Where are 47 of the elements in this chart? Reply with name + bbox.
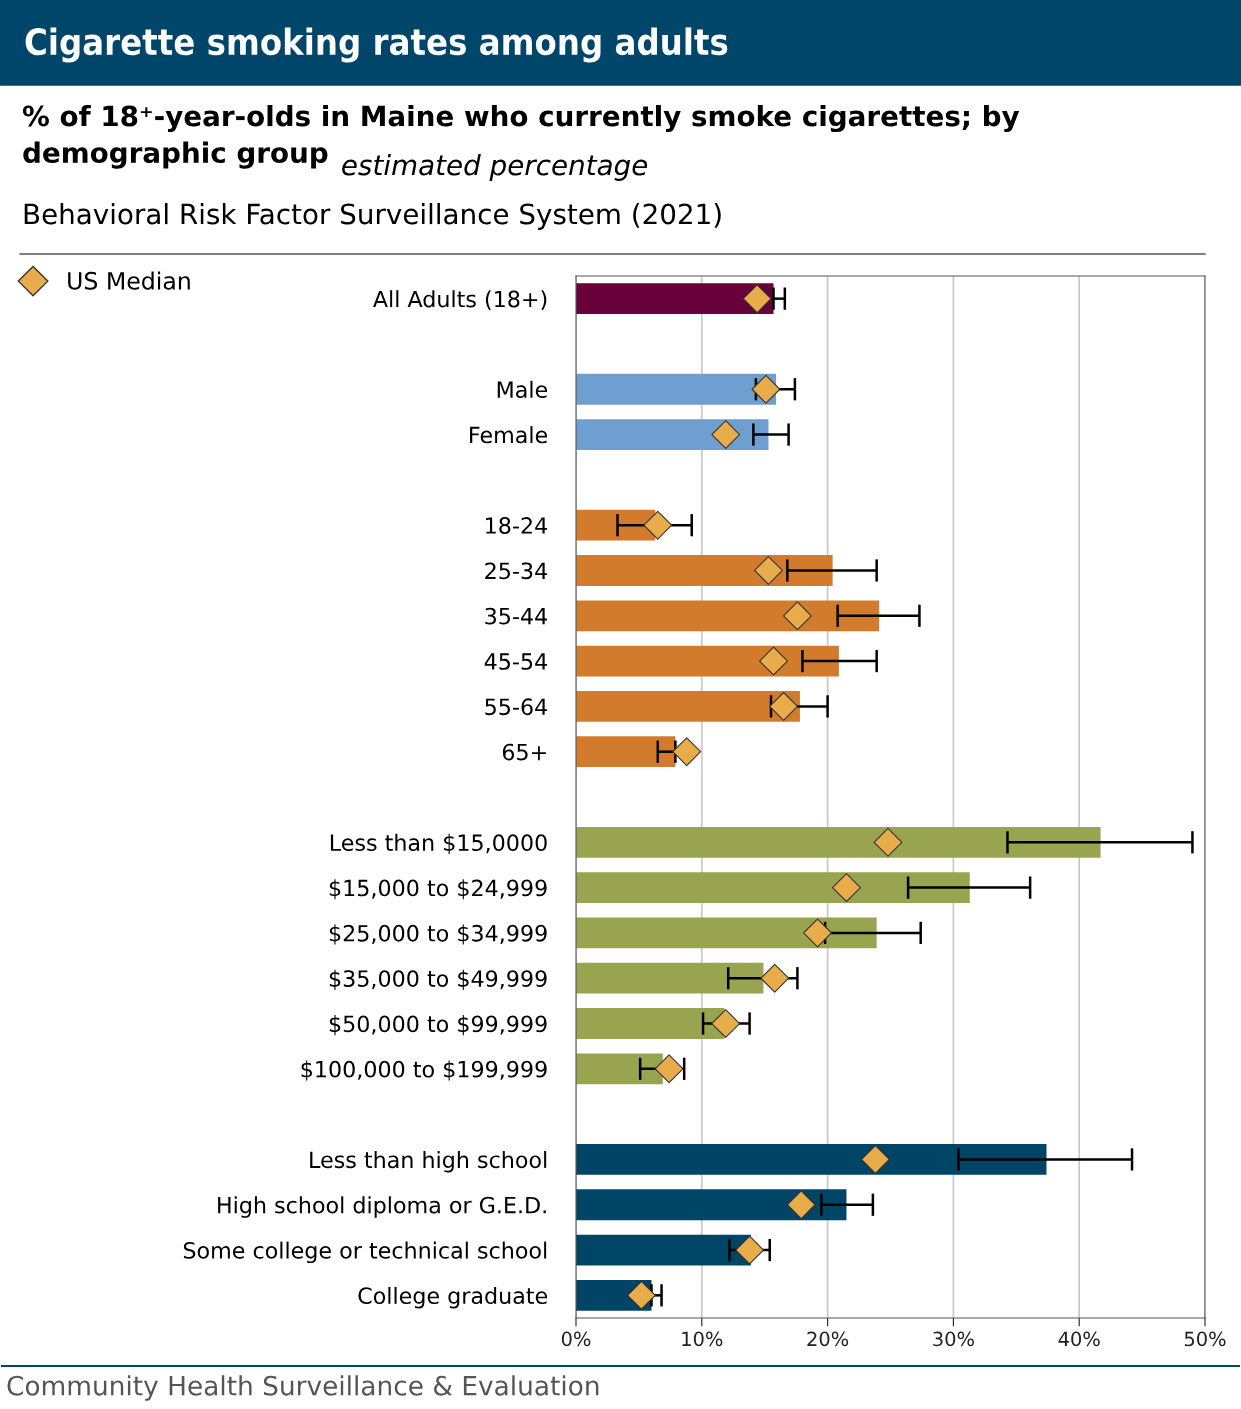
y-tick-label: 55-64 — [485, 698, 547, 716]
y-tick-label: Some college or technical school — [183, 1241, 547, 1264]
x-tick-label: 50% — [1184, 1331, 1226, 1347]
y-tick-label: All Adults (18+) — [373, 290, 547, 311]
bar — [576, 1234, 751, 1266]
y-tick-label: $50,000 to $99,999 — [329, 1015, 547, 1036]
bar — [576, 1189, 847, 1221]
bar — [576, 645, 839, 677]
chart-title: Cigarette smoking rates among adults — [25, 27, 728, 63]
bar — [576, 917, 877, 949]
bar — [576, 962, 764, 994]
y-tick-label: College graduate — [358, 1286, 548, 1309]
y-tick-label: Male — [497, 380, 548, 399]
y-tick-label: 45-54 — [484, 653, 547, 670]
x-tick-label: 30% — [933, 1331, 974, 1347]
y-tick-label: Less than $15,0000 — [330, 833, 547, 855]
y-tick-label: Less than high school — [310, 1150, 547, 1173]
bar — [576, 283, 774, 315]
bar — [576, 1144, 1047, 1175]
bar — [576, 555, 833, 586]
y-tick-label: 18-24 — [486, 517, 547, 534]
y-tick-label: $25,000 to $34,999 — [329, 924, 547, 945]
bar — [576, 419, 769, 450]
y-tick-label: $100,000 to $199,999 — [301, 1060, 547, 1081]
x-tick-label: 10% — [682, 1331, 723, 1347]
y-tick-label: High school diploma or G.E.D. — [218, 1196, 546, 1218]
y-tick-label: Female — [470, 426, 548, 444]
bar — [576, 373, 777, 405]
bar — [576, 1008, 725, 1039]
bar — [576, 600, 880, 632]
y-tick-label: $15,000 to $24,999 — [329, 879, 547, 900]
y-tick-label: 65+ — [502, 743, 546, 761]
y-tick-label: 35-44 — [485, 607, 547, 625]
text: estimated percentage — [342, 154, 648, 181]
text: Community Health Surveillance & Evaluation — [7, 1375, 599, 1401]
y-tick-label: $35,000 to $49,999 — [329, 969, 547, 990]
y-tick-label: 25-34 — [485, 562, 547, 580]
text: Behavioral Risk Factor Surveillance System (2021) — [24, 203, 721, 230]
bar — [576, 736, 676, 768]
bar — [576, 690, 800, 722]
bar — [576, 1053, 663, 1085]
legend-label: US Median — [68, 271, 190, 290]
bar — [576, 826, 1101, 858]
x-tick-label: 20% — [807, 1331, 849, 1347]
x-tick-label: 40% — [1058, 1331, 1100, 1347]
bar — [576, 872, 970, 904]
x-tick-label: 0% — [561, 1331, 591, 1347]
